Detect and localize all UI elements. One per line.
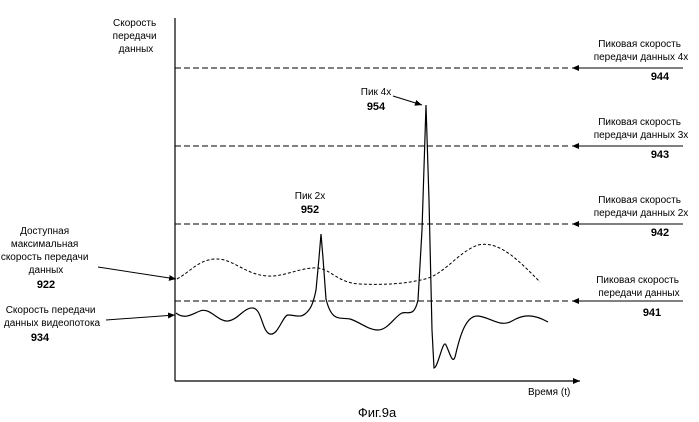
peak-rate-2x-label-line: передачи данных 2х: [594, 208, 689, 219]
figure-caption: Фиг.9а: [358, 405, 397, 420]
peak-rate-3x-label: Пиковая скорость передачи данных 3х: [594, 117, 689, 141]
y-axis-label-line: Скорость: [113, 18, 156, 29]
peak-rate-3x-ref: 943: [651, 149, 669, 161]
peak-4x-label: Пик 4х: [361, 87, 392, 98]
video-rate-ref: 934: [31, 332, 50, 344]
peak-rate-2x-ref: 942: [651, 227, 669, 239]
available-rate-label-line: данных: [29, 265, 64, 276]
available-rate-curve: [177, 244, 540, 284]
video-rate-label-line: Скорость передачи: [6, 305, 96, 316]
peak-rate-4x-label-line: передачи данных 4х: [594, 52, 689, 63]
y-axis-label-line: передачи: [113, 31, 157, 42]
video-rate-label-line: данных видеопотока: [4, 318, 101, 329]
video-rate-label: Скорость передачи данных видеопотока: [4, 305, 101, 329]
peak-rate-2x-label: Пиковая скорость передачи данных 2х: [594, 195, 689, 219]
available-rate-label: Доступная максимальная скорость передачи…: [1, 226, 91, 276]
available-rate-arrow: [98, 267, 176, 279]
peak-rate-4x-ref: 944: [651, 71, 670, 83]
peak-2x-ref: 952: [301, 204, 319, 216]
video-rate-curve: [176, 105, 548, 368]
peak-4x-ref: 954: [367, 101, 386, 113]
peak-rate-4x-label-line: Пиковая скорость: [598, 39, 681, 50]
available-rate-label-line: скорость передачи: [1, 252, 89, 263]
peak-rate-4x-label: Пиковая скорость передачи данных 4х: [594, 39, 689, 63]
peak-rate-3x-label-line: Пиковая скорость: [598, 117, 681, 128]
available-rate-ref: 922: [37, 279, 55, 291]
peak-rate-label-line: передачи данных: [598, 288, 679, 299]
peak-2x-label: Пик 2х: [295, 191, 326, 202]
peak-4x-leader: [393, 96, 422, 105]
available-rate-label-line: Доступная: [20, 226, 69, 237]
peak-rate-2x-label-line: Пиковая скорость: [598, 195, 681, 206]
available-rate-label-line: максимальная: [11, 239, 79, 250]
peak-rate-ref: 941: [643, 307, 661, 319]
peak-rate-label: Пиковая скорость передачи данных: [596, 275, 682, 299]
x-axis-label: Время (t): [528, 387, 570, 398]
peak-rate-3x-label-line: передачи данных 3х: [594, 130, 689, 141]
video-rate-arrow: [106, 315, 175, 320]
peak-rate-label-line: Пиковая скорость: [596, 275, 679, 286]
y-axis-label: Скорость передачи данных: [113, 18, 160, 55]
y-axis-label-line: данных: [119, 44, 154, 55]
